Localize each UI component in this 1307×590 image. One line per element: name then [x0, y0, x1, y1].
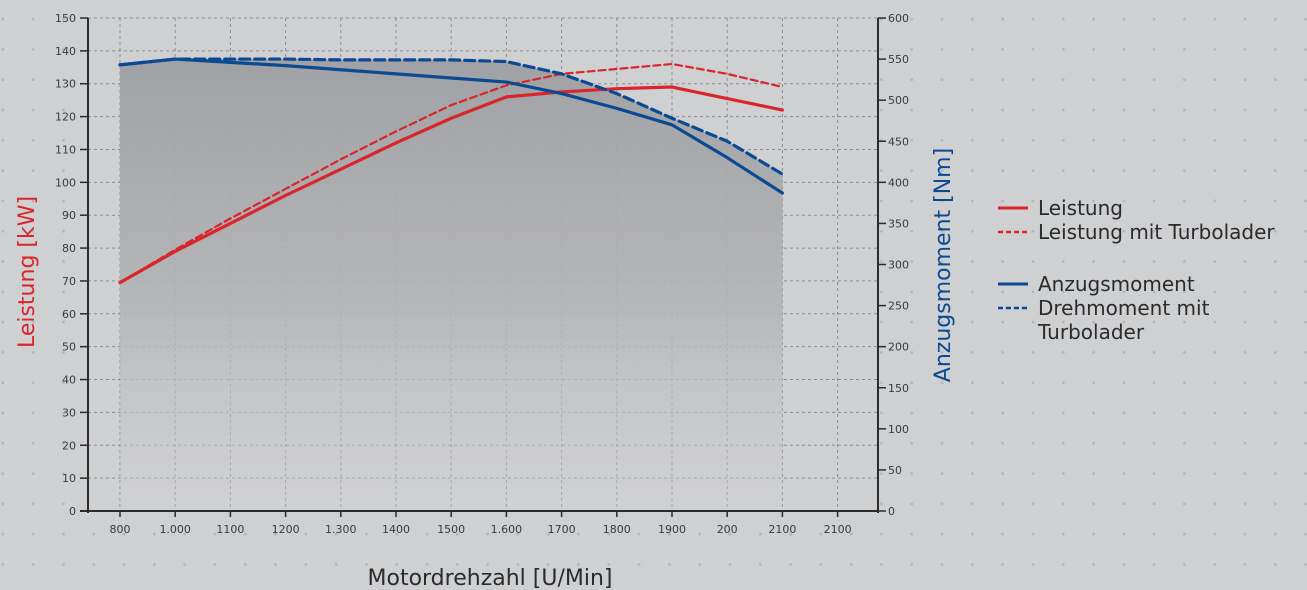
right-tick-label: 100 [888, 423, 909, 436]
legend-label: Leistung [1038, 196, 1123, 220]
series-line-0 [118, 85, 784, 285]
left-tick-label: 0 [69, 505, 76, 518]
legend-item-drehmoment-turbo: Drehmoment mit Turbolader [998, 296, 1298, 344]
left-tick-label: 60 [62, 308, 76, 321]
x-axis-ticks: 800 1.000 1100 1200 1.300 1400 1500 1.600 1700 18… [110, 511, 852, 536]
legend-swatch-dashed-red [998, 230, 1028, 234]
left-tick-label: 80 [62, 242, 76, 255]
left-tick-label: 20 [62, 439, 76, 452]
x-tick-label: 1.300 [325, 523, 357, 536]
x-axis-title: Motordrehzahl [U/Min] [368, 566, 613, 590]
right-tick-label: 500 [888, 94, 909, 107]
right-axis-title: Anzugsmoment [Nm] [931, 148, 956, 382]
x-tick-label: 1500 [437, 523, 465, 536]
left-tick-label: 40 [62, 374, 76, 387]
x-tick-label: 1200 [272, 523, 300, 536]
right-tick-label: 300 [888, 259, 909, 272]
legend-item-leistung-turbo: Leistung mit Turbolader [998, 220, 1298, 244]
left-axis-ticks: 0 10 20 30 40 50 60 70 80 90 100 110 120 130 140 150 [55, 12, 88, 518]
left-tick-label: 100 [55, 176, 76, 189]
series-line-3 [118, 57, 784, 176]
series-line-1 [118, 62, 784, 284]
x-tick-label: 2100 [768, 523, 796, 536]
x-tick-label: 1.000 [159, 523, 191, 536]
legend-label: Anzugsmoment [1038, 272, 1195, 296]
right-tick-label: 400 [888, 176, 909, 189]
left-tick-label: 130 [55, 78, 76, 91]
left-axis-title: Leistung [kW] [15, 196, 40, 348]
right-tick-label: 50 [888, 464, 902, 477]
left-tick-label: 120 [55, 111, 76, 124]
right-tick-label: 200 [888, 341, 909, 354]
legend-item-leistung: Leistung [998, 196, 1298, 220]
left-tick-label: 50 [62, 341, 76, 354]
torque-area [120, 59, 783, 511]
x-tick-label: 1.600 [491, 523, 523, 536]
legend-swatch-solid-red [998, 206, 1028, 210]
left-tick-label: 30 [62, 406, 76, 419]
left-tick-label: 70 [62, 275, 76, 288]
x-tick-label: 1400 [382, 523, 410, 536]
right-tick-label: 550 [888, 53, 909, 66]
series-lines [118, 57, 784, 285]
legend-label: Drehmoment mit Turbolader [1038, 296, 1210, 344]
x-tick-label: 1800 [603, 523, 631, 536]
right-tick-label: 150 [888, 382, 909, 395]
legend-item-anzugsmoment: Anzugsmoment [998, 272, 1298, 296]
left-tick-label: 10 [62, 472, 76, 485]
right-tick-label: 450 [888, 135, 909, 148]
left-tick-label: 90 [62, 209, 76, 222]
x-tick-label: 800 [110, 523, 131, 536]
right-tick-label: 350 [888, 217, 909, 230]
x-tick-label: 2100 [824, 523, 852, 536]
legend-swatch-dashed-blue [998, 306, 1028, 310]
right-tick-label: 600 [888, 12, 909, 25]
x-tick-label: 1100 [216, 523, 244, 536]
right-tick-label: 250 [888, 300, 909, 313]
x-tick-label: 1900 [658, 523, 686, 536]
x-tick-label: 1700 [548, 523, 576, 536]
legend-swatch-solid-blue [998, 282, 1028, 286]
x-tick-label: 200 [717, 523, 738, 536]
right-axis-ticks: 0 50 100 150 200 250 300 350 400 450 500 550 600 [878, 12, 909, 518]
series-line-2 [118, 57, 784, 195]
legend: Leistung Leistung mit Turbolader Anzugsm… [998, 196, 1298, 344]
left-tick-label: 150 [55, 12, 76, 25]
right-tick-label: 0 [888, 505, 895, 518]
legend-label: Leistung mit Turbolader [1038, 220, 1275, 244]
left-tick-label: 140 [55, 45, 76, 58]
left-tick-label: 110 [55, 143, 76, 156]
area-fill [120, 59, 783, 511]
